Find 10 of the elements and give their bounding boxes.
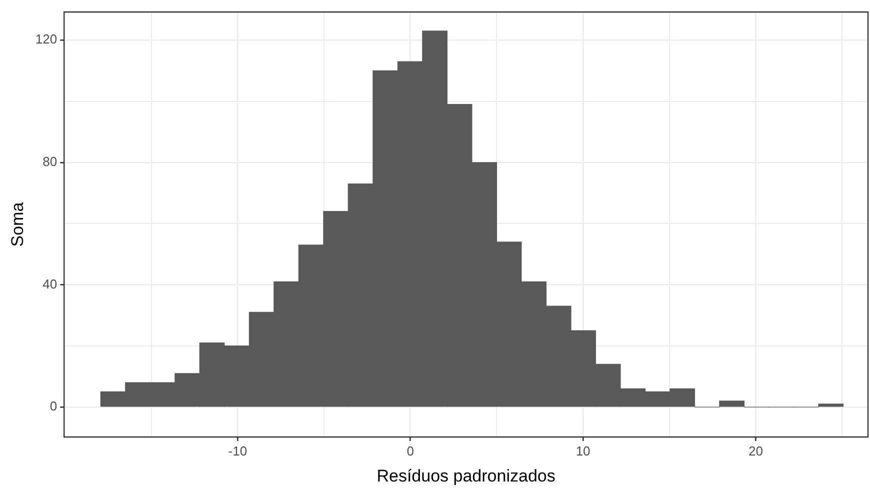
y-tick-label: 80 (42, 154, 58, 170)
y-tick-label: 0 (50, 398, 58, 414)
x-tick-label: 20 (748, 443, 763, 458)
x-tick-label: -10 (228, 443, 248, 458)
y-tick-label: 120 (35, 32, 58, 47)
y-tick-label: 40 (42, 276, 58, 292)
x-axis-title: Resíduos padronizados (376, 466, 556, 486)
y-axis-title: Soma (8, 202, 27, 247)
x-tick-label: 10 (576, 443, 590, 458)
x-tick-label: 0 (406, 443, 414, 458)
